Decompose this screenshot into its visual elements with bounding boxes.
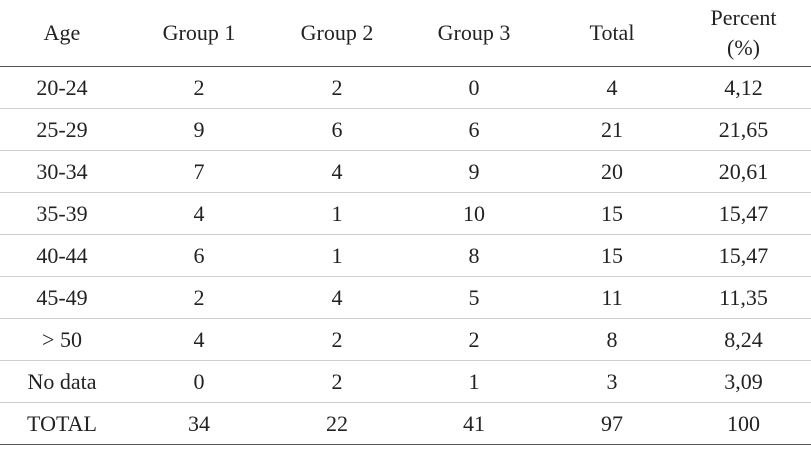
cell: 8	[548, 318, 676, 361]
header-text: Age	[43, 20, 81, 45]
cell: 21,65	[676, 108, 811, 151]
table-row: 35-39 4 1 10 15 15,47	[0, 192, 811, 235]
row-label: No data	[0, 360, 124, 403]
header-cell: Percent (%)	[676, 0, 811, 67]
cell: 4,12	[676, 66, 811, 109]
table-header: Age Group 1 Group 2 Group 3 Total Percent (%)	[0, 0, 811, 67]
cell: 1	[274, 192, 400, 235]
table-row: 20-24 2 2 0 4 4,12	[0, 66, 811, 109]
cell: 2	[124, 66, 274, 109]
table-row: > 50 4 2 2 8 8,24	[0, 318, 811, 361]
cell: 7	[124, 150, 274, 193]
table-row: TOTAL 34 22 41 97 100	[0, 402, 811, 445]
cell: 97	[548, 402, 676, 445]
header-cell: Total	[548, 0, 676, 67]
cell: 8	[400, 234, 548, 277]
cell: 11,35	[676, 276, 811, 319]
cell: 100	[676, 402, 811, 445]
header-cell: Age	[0, 0, 124, 67]
cell: 15	[548, 234, 676, 277]
cell: 15	[548, 192, 676, 235]
header-cell: Group 1	[124, 0, 274, 67]
cell: 4	[274, 150, 400, 193]
table-row: No data 0 2 1 3 3,09	[0, 360, 811, 403]
cell: 4	[274, 276, 400, 319]
header-cell: Group 3	[400, 0, 548, 67]
table-row: 40-44 6 1 8 15 15,47	[0, 234, 811, 277]
cell: 15,47	[676, 192, 811, 235]
cell: 0	[124, 360, 274, 403]
row-label: 20-24	[0, 66, 124, 109]
cell: 9	[400, 150, 548, 193]
cell: 3	[548, 360, 676, 403]
header-text: Group 3	[437, 20, 511, 45]
cell: 6	[400, 108, 548, 151]
table-body: 20-24 2 2 0 4 4,12 25-29 9 6 6 21 21,65 30-34 7 4 9 20 20…	[0, 66, 811, 445]
table-row: 45-49 2 4 5 11 11,35	[0, 276, 811, 319]
header-cell: Group 2	[274, 0, 400, 67]
cell: 22	[274, 402, 400, 445]
cell: 10	[400, 192, 548, 235]
table-row: 25-29 9 6 6 21 21,65	[0, 108, 811, 151]
cell: 3,09	[676, 360, 811, 403]
row-label: 25-29	[0, 108, 124, 151]
cell: 2	[274, 318, 400, 361]
cell: 2	[124, 276, 274, 319]
cell: 8,24	[676, 318, 811, 361]
row-label: 40-44	[0, 234, 124, 277]
cell: 1	[274, 234, 400, 277]
cell: 21	[548, 108, 676, 151]
cell: 2	[400, 318, 548, 361]
cell: 9	[124, 108, 274, 151]
cell: 6	[124, 234, 274, 277]
cell: 41	[400, 402, 548, 445]
cell: 15,47	[676, 234, 811, 277]
header-text: Percent (%)	[710, 5, 777, 60]
cell: 20,61	[676, 150, 811, 193]
table-row: 30-34 7 4 9 20 20,61	[0, 150, 811, 193]
cell: 6	[274, 108, 400, 151]
cell: 2	[274, 360, 400, 403]
cell: 2	[274, 66, 400, 109]
cell: 4	[548, 66, 676, 109]
row-label: 45-49	[0, 276, 124, 319]
cell: 0	[400, 66, 548, 109]
row-label: 30-34	[0, 150, 124, 193]
header-text: Group 1	[162, 20, 236, 45]
cell: 4	[124, 192, 274, 235]
cell: 20	[548, 150, 676, 193]
row-label: TOTAL	[0, 402, 124, 445]
row-label: > 50	[0, 318, 124, 361]
cell: 34	[124, 402, 274, 445]
cell: 11	[548, 276, 676, 319]
header-text: Total	[589, 20, 635, 45]
row-label: 35-39	[0, 192, 124, 235]
cell: 1	[400, 360, 548, 403]
cell: 4	[124, 318, 274, 361]
cell: 5	[400, 276, 548, 319]
header-text: Group 2	[300, 20, 374, 45]
header-row: Age Group 1 Group 2 Group 3 Total Percent (%)	[0, 0, 811, 67]
